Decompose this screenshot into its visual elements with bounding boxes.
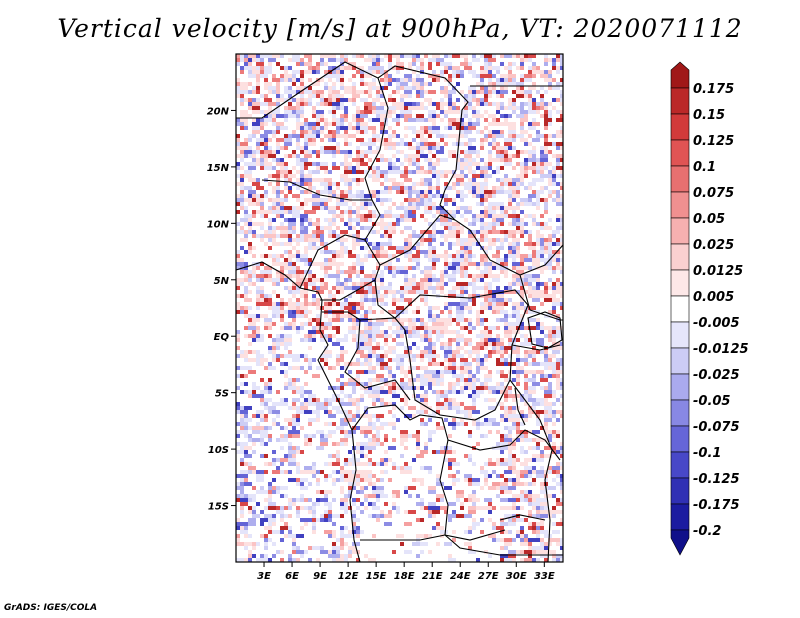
colorbar-label: -0.0125 — [693, 342, 749, 357]
y-tick-label: 10N — [207, 219, 230, 230]
x-tick-label: 3E — [257, 571, 271, 582]
y-tick-label: 5S — [215, 389, 229, 400]
colorbar-swatch — [670, 477, 690, 505]
colorbar-swatch — [670, 87, 690, 115]
y-tick-label: EQ — [214, 332, 230, 343]
border-line — [351, 404, 506, 541]
colorbar-swatch — [670, 321, 690, 349]
country-borders — [236, 61, 563, 562]
border-line — [236, 261, 361, 562]
colorbar-label: 0.175 — [693, 82, 734, 97]
y-tick-label: 5N — [214, 276, 230, 287]
border-line — [320, 264, 381, 301]
colorbar-label: -0.05 — [693, 394, 730, 409]
colorbar-swatch — [670, 61, 690, 89]
border-line — [439, 189, 563, 276]
colorbar-swatch — [670, 347, 690, 375]
colorbar-swatch — [670, 217, 690, 245]
x-tick-label: 12E — [338, 571, 359, 582]
colorbar-label: 0.075 — [693, 186, 734, 201]
x-tick-label: 33E — [534, 571, 555, 582]
colorbar-label: -0.025 — [693, 368, 740, 383]
border-line — [374, 279, 529, 319]
colorbar-swatch — [670, 269, 690, 297]
colorbar-label: -0.075 — [693, 420, 740, 435]
colorbar-label: 0.15 — [693, 108, 725, 123]
lake-outline — [527, 311, 563, 349]
colorbar-swatch — [670, 373, 690, 401]
colorbar-swatch — [670, 243, 690, 271]
colorbar-label: -0.1 — [693, 446, 721, 461]
x-tick-label: 18E — [394, 571, 415, 582]
border-line — [514, 387, 526, 426]
colorbar-label: 0.1 — [693, 160, 716, 175]
chart-title: Vertical velocity [m/s] at 900hPa, VT: 2… — [57, 14, 743, 43]
colorbar-label: -0.125 — [693, 472, 740, 487]
border-line — [509, 379, 553, 562]
map-frame — [235, 53, 564, 563]
border-line — [236, 61, 469, 191]
colorbar-swatch — [670, 113, 690, 141]
colorbar-label: -0.005 — [693, 316, 740, 331]
border-line — [404, 304, 529, 421]
x-axis: 3E 6E 9E 12E 15E 18E 21E 24E 27E 30E 33E — [257, 562, 555, 582]
border-line — [261, 179, 372, 201]
colorbar-label: 0.005 — [693, 290, 734, 305]
colorbar-swatch — [670, 451, 690, 479]
grads-credit: GrADS: IGES/COLA — [4, 603, 98, 613]
colorbar-swatch — [670, 191, 690, 219]
border-line — [360, 534, 446, 541]
x-tick-label: 6E — [285, 571, 299, 582]
colorbar-swatch — [670, 503, 690, 531]
x-tick-label: 27E — [478, 571, 499, 582]
y-tick-label: 20N — [207, 106, 230, 117]
colorbar-swatch — [670, 165, 690, 193]
x-tick-label: 21E — [422, 571, 443, 582]
colorbar-swatch — [670, 425, 690, 453]
border-line — [499, 514, 546, 521]
y-tick-label: 15S — [208, 502, 229, 513]
x-tick-label: 15E — [366, 571, 387, 582]
colorbar-swatch — [670, 139, 690, 167]
colorbar-label: 0.125 — [693, 134, 734, 149]
colorbar-label: 0.0125 — [693, 264, 743, 279]
velocity-field — [236, 54, 563, 562]
border-line — [444, 534, 563, 556]
border-line — [447, 429, 561, 461]
colorbar: 0.175 0.15 0.125 0.1 0.075 0.05 0.025 0.0125 0.0… — [670, 61, 749, 556]
colorbar-swatch — [670, 529, 690, 556]
y-tick-label: 10S — [208, 445, 229, 456]
x-tick-label: 9E — [313, 571, 327, 582]
colorbar-label: -0.2 — [693, 524, 721, 539]
x-tick-label: 30E — [506, 571, 527, 582]
border-line — [364, 77, 389, 201]
colorbar-label: 0.05 — [693, 212, 725, 227]
border-line — [299, 234, 366, 289]
colorbar-swatch — [670, 295, 690, 323]
border-line — [519, 274, 563, 321]
y-tick-label: 15N — [207, 163, 230, 174]
colorbar-label: -0.175 — [693, 498, 740, 513]
border-line — [344, 319, 411, 401]
colorbar-swatch — [670, 399, 690, 427]
border-line — [511, 344, 561, 351]
y-axis: 20N 15N 10N 5N EQ 5S 10S 15S — [207, 106, 236, 513]
colorbar-label: 0.025 — [693, 238, 734, 253]
x-tick-label: 24E — [450, 571, 471, 582]
